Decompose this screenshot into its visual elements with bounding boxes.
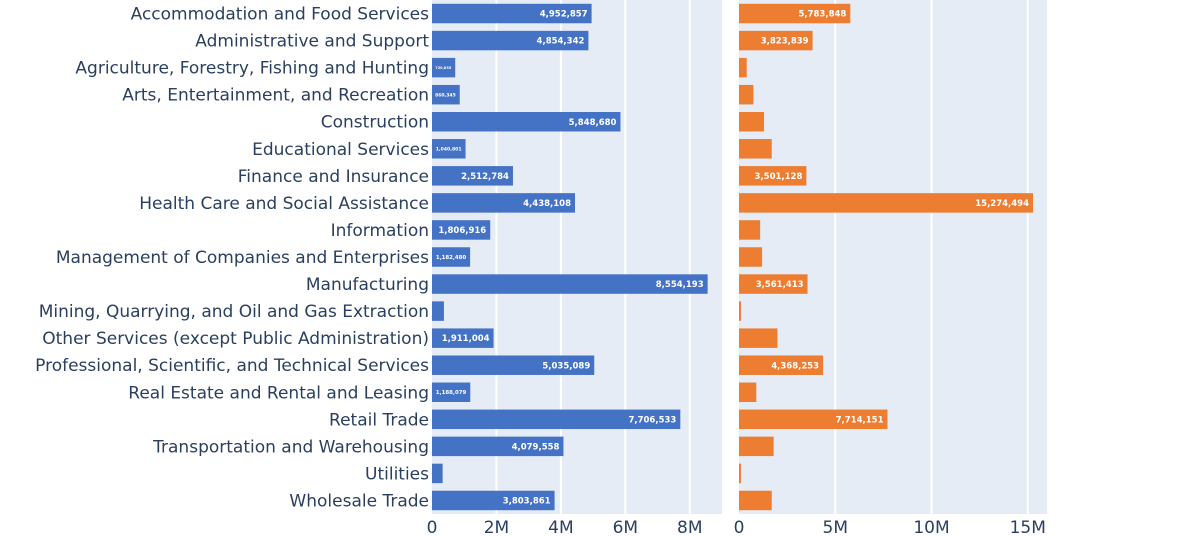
right-bar: [739, 490, 772, 511]
left-bar: [432, 84, 460, 105]
right-bar-value-label: 3,823,839: [761, 37, 809, 47]
right-x-tick-label: 10M: [913, 518, 949, 536]
left-bar-value-label: 1,188,079: [436, 390, 467, 396]
right-bar-value-label: 3,501,128: [755, 172, 803, 182]
right-bars: 5,783,848 3,823,839 3,501,128 15,274,494 3,5…: [739, 3, 1034, 511]
category-label: Information: [331, 221, 429, 241]
left-bar: [432, 3, 592, 24]
left-bar-value-label: 4,438,108: [523, 199, 571, 209]
left-bar-value-label: 1,806,916: [438, 226, 486, 236]
left-bar: [432, 139, 466, 159]
category-label: Administrative and Support: [195, 32, 429, 52]
left-bar: [432, 30, 589, 51]
right-bar-value-label: 4,368,253: [771, 361, 819, 371]
category-label: Wholesale Trade: [289, 491, 429, 511]
left-bar-value-label: 860,345: [435, 92, 456, 98]
right-bar: [739, 166, 807, 186]
category-label: Manufacturing: [306, 275, 429, 295]
right-x-tick-label: 0: [734, 518, 745, 536]
category-label: Retail Trade: [329, 410, 429, 430]
right-bar-value-label: 7,714,151: [836, 415, 884, 425]
right-bar: [739, 328, 778, 348]
left-bar-value-label: 1,182,480: [436, 255, 467, 261]
right-bar: [739, 139, 772, 159]
right-x-ticks: 0 5M 10M 15M: [734, 518, 1046, 536]
left-bar: [432, 57, 456, 78]
category-label: Mining, Quarrying, and Oil and Gas Extra…: [39, 302, 429, 322]
left-bar: [432, 247, 471, 267]
right-bar: [739, 436, 774, 457]
left-bar-value-label: 1,040,801: [436, 146, 462, 152]
left-bar: [432, 274, 708, 294]
right-bar: [739, 355, 824, 375]
left-bar-value-label: 5,035,089: [542, 361, 590, 371]
right-bar: [739, 3, 851, 24]
right-plot-area: [739, 0, 1047, 514]
left-bar: [432, 436, 564, 457]
right-bar: [739, 220, 761, 240]
left-bar-value-label: 3,803,861: [503, 497, 551, 507]
left-bar-value-label: 4,854,342: [537, 37, 585, 47]
left-bar-value-label: 1,911,004: [442, 334, 490, 344]
right-bar: [739, 111, 765, 132]
left-bars: 4,952,857 4,854,342 720,835 860,345 5,848,68…: [432, 3, 708, 511]
right-bar-value-label: 15,274,494: [975, 199, 1029, 209]
left-x-tick-label: 4M: [548, 518, 573, 536]
category-label: Finance and Insurance: [238, 167, 429, 187]
left-bar: [432, 409, 681, 430]
left-bar-value-label: 2,512,784: [461, 172, 509, 182]
category-label: Other Services (except Public Administra…: [42, 329, 429, 349]
left-bar: [432, 328, 494, 348]
category-label: Health Care and Social Assistance: [139, 194, 429, 214]
left-bar: [432, 463, 443, 484]
right-x-tick-label: 15M: [1010, 518, 1046, 536]
category-label: Real Estate and Rental and Leasing: [128, 383, 429, 403]
right-bar: [739, 382, 757, 403]
right-bar: [739, 463, 741, 484]
left-bar: [432, 166, 513, 186]
category-label: Professional, Scientific, and Technical …: [35, 356, 429, 376]
right-bar: [739, 84, 754, 105]
right-x-tick-label: 5M: [823, 518, 848, 536]
left-bar-value-label: 5,848,680: [569, 118, 617, 128]
category-label: Arts, Entertainment, and Recreation: [122, 86, 429, 106]
left-bar: [432, 490, 555, 511]
category-label: Management of Companies and Enterprises: [56, 248, 429, 268]
left-bar: [432, 111, 621, 132]
category-label: Agriculture, Forestry, Fishing and Hunti…: [75, 59, 429, 79]
left-x-tick-label: 0: [427, 518, 438, 536]
left-bar-value-label: 4,079,558: [512, 442, 560, 452]
left-bar-value-label: 8,554,193: [656, 280, 704, 290]
left-bar-value-label: 720,835: [435, 66, 452, 70]
category-labels: Accommodation and Food Services Administr…: [35, 5, 429, 512]
right-bar-value-label: 3,561,413: [756, 280, 804, 290]
right-bar: [739, 30, 813, 51]
left-x-tick-label: 8M: [677, 518, 702, 536]
right-bar: [739, 247, 763, 267]
left-bar: [432, 382, 471, 403]
right-bar: [739, 274, 808, 294]
right-bar: [739, 193, 1034, 213]
category-label: Accommodation and Food Services: [131, 5, 430, 25]
category-label: Utilities: [365, 464, 429, 484]
right-bar: [739, 57, 747, 78]
left-bar: [432, 193, 576, 213]
left-bar: [432, 220, 491, 240]
left-x-tick-label: 2M: [484, 518, 509, 536]
left-x-tick-label: 6M: [613, 518, 638, 536]
right-bar: [739, 301, 741, 321]
category-label: Construction: [321, 113, 429, 133]
right-bar-value-label: 5,783,848: [798, 10, 846, 20]
category-label: Educational Services: [252, 140, 429, 160]
left-bar-value-label: 4,952,857: [540, 10, 588, 20]
left-x-ticks: 0 2M 4M 6M 8M: [427, 518, 703, 536]
left-bar: [432, 355, 595, 375]
right-bar: [739, 409, 888, 430]
left-bar-value-label: 7,706,533: [628, 415, 676, 425]
left-bar: [432, 301, 444, 321]
category-label: Transportation and Warehousing: [152, 437, 429, 457]
